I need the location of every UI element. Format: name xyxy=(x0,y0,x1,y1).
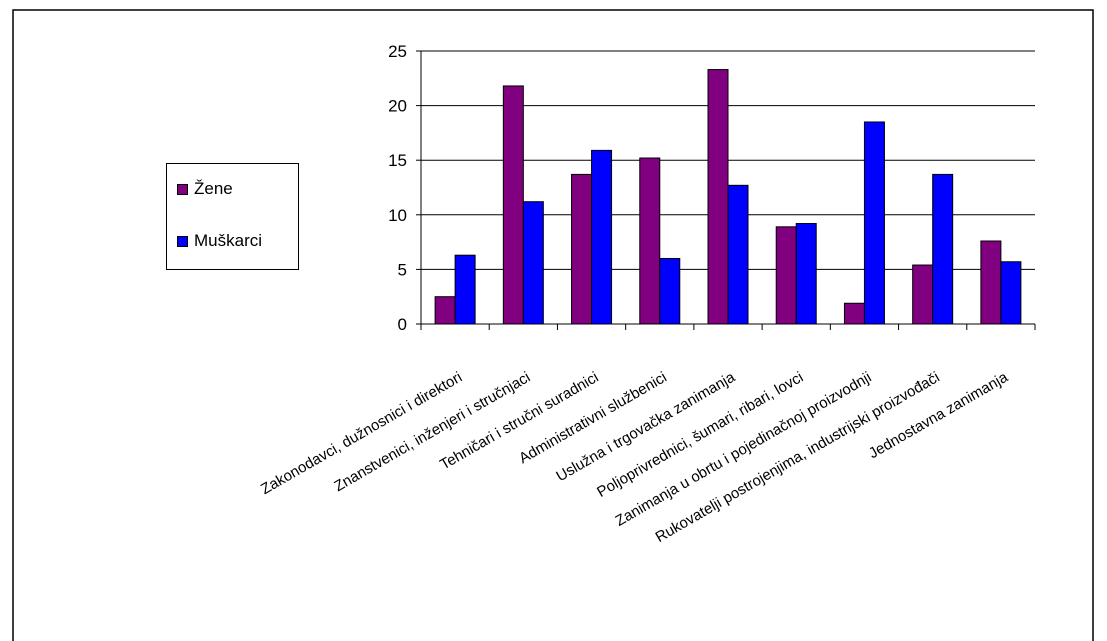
y-tick-label: 10 xyxy=(388,206,407,225)
y-tick-label: 0 xyxy=(398,315,407,334)
legend: Žene Muškarci xyxy=(166,163,299,270)
legend-item-muskarci: Muškarci xyxy=(177,231,262,251)
y-tick-label: 15 xyxy=(388,151,407,170)
bar-muskarci xyxy=(932,173,954,325)
bar-zene xyxy=(775,226,797,325)
bar-muskarci xyxy=(795,223,817,325)
bar-muskarci xyxy=(727,184,749,325)
legend-swatch-zene xyxy=(177,183,188,195)
bar-zene xyxy=(639,157,661,325)
bar-zene xyxy=(502,85,524,325)
y-tick-label: 25 xyxy=(388,42,407,61)
bar-zene xyxy=(912,264,934,325)
y-tick-labels: 0 5 10 15 20 25 xyxy=(388,42,407,334)
chart-border xyxy=(12,9,1094,641)
bar-muskarci xyxy=(454,254,476,325)
bar-zene xyxy=(843,302,865,325)
bar-muskarci xyxy=(522,201,544,325)
legend-label-muskarci: Muškarci xyxy=(194,231,263,250)
y-tick-label: 20 xyxy=(388,97,407,116)
bar-zene xyxy=(707,69,729,325)
legend-item-zene: Žene xyxy=(177,179,233,199)
y-tick-label: 5 xyxy=(398,260,407,279)
bar-zene xyxy=(980,240,1002,325)
legend-swatch-muskarci xyxy=(177,235,188,247)
bar-muskarci xyxy=(863,121,885,325)
bar-muskarci xyxy=(1000,261,1022,325)
axes xyxy=(416,50,1036,330)
legend-label-zene: Žene xyxy=(194,179,233,198)
bar-muskarci xyxy=(659,257,681,325)
bar-zene xyxy=(434,296,456,325)
bar-muskarci xyxy=(591,149,613,325)
bar-zene xyxy=(571,173,593,325)
